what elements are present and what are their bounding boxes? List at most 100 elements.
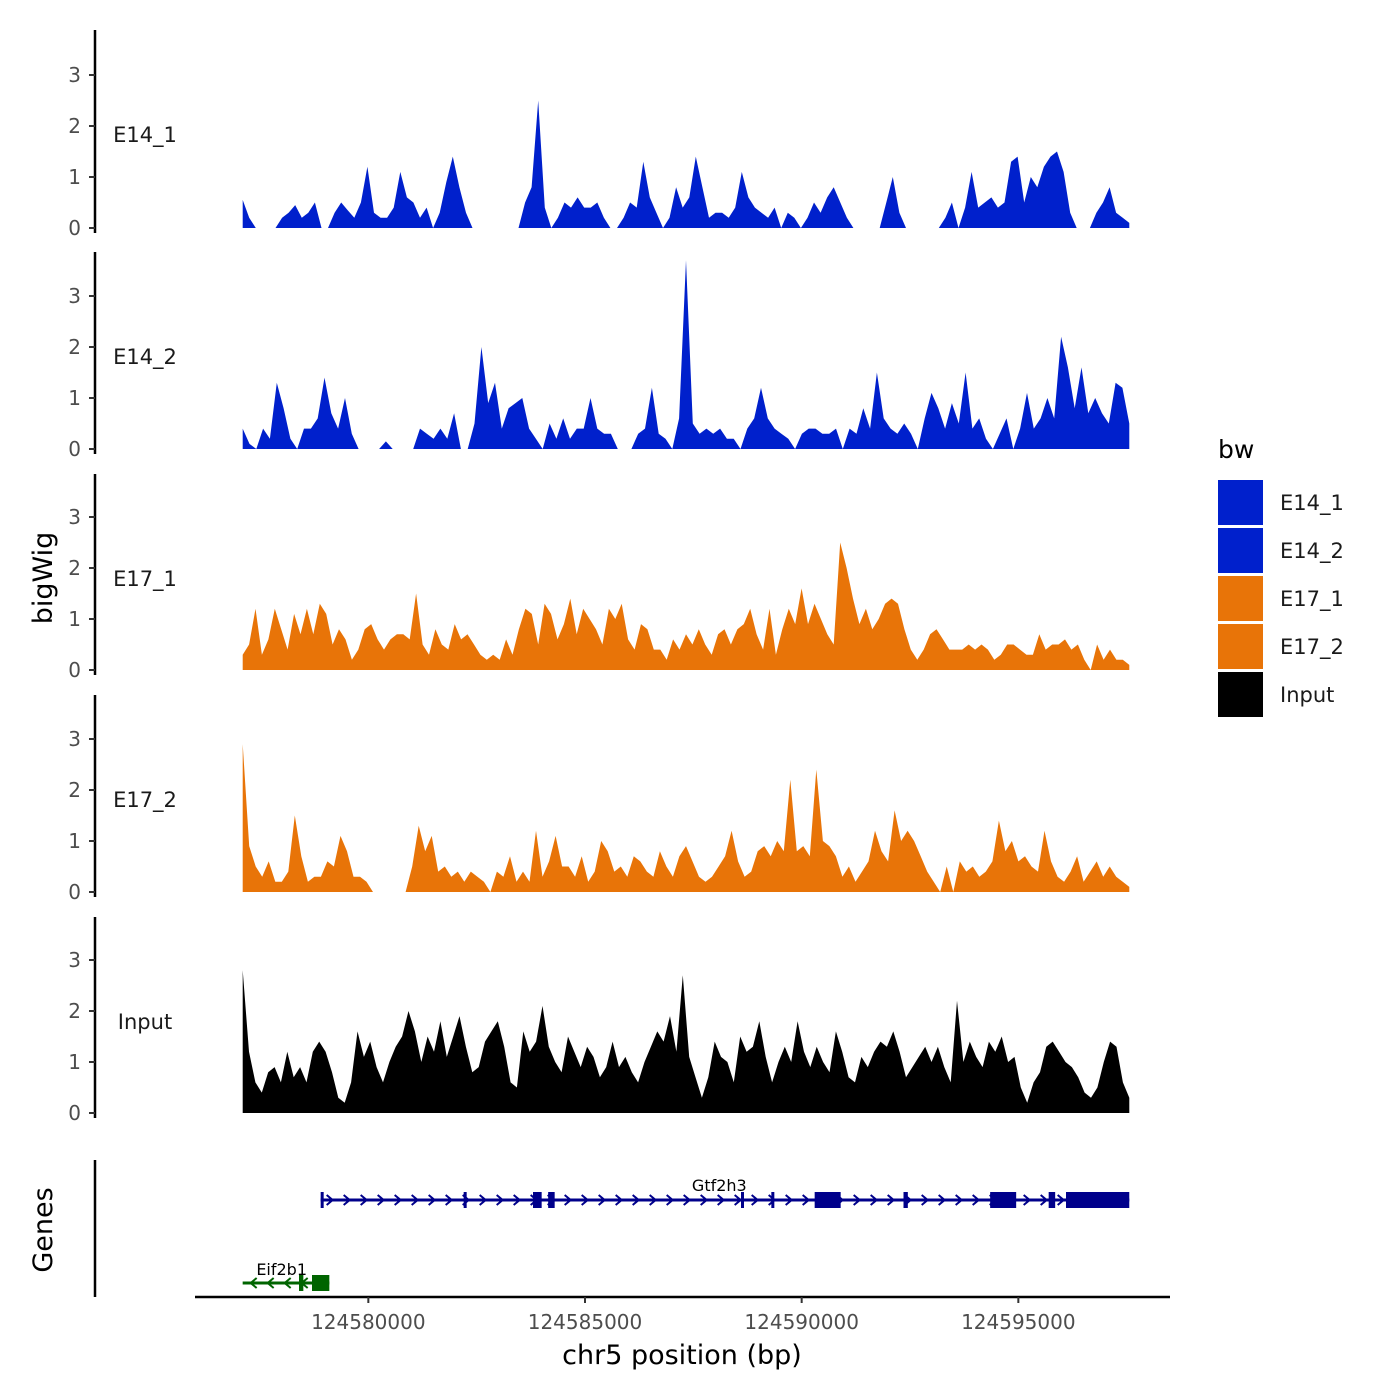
exon: [533, 1192, 542, 1208]
exon: [814, 1192, 841, 1208]
area-Input: [242, 970, 1130, 1113]
y-tick-label: 3: [68, 948, 81, 972]
y-tick-label: 1: [68, 607, 81, 631]
y-tick-label: 2: [68, 556, 81, 580]
exon: [1066, 1192, 1130, 1208]
strand-chevron: [802, 1194, 811, 1206]
strand-chevron: [955, 1194, 964, 1206]
gene-label: Gtf2h3: [692, 1176, 747, 1195]
strand-chevron: [717, 1194, 726, 1206]
y-tick-label: 1: [68, 1050, 81, 1074]
strand-chevron: [479, 1194, 488, 1206]
strand-chevron: [870, 1194, 879, 1206]
y-tick-label: 3: [68, 284, 81, 308]
exon: [548, 1192, 555, 1208]
strand-chevron: [683, 1194, 692, 1206]
strand-chevron: [360, 1194, 369, 1206]
strand-chevron: [785, 1194, 794, 1206]
strand-chevron: [266, 1277, 275, 1289]
strand-chevron: [1057, 1194, 1066, 1206]
area-E14_2: [242, 260, 1130, 449]
y-tick-label: 2: [68, 999, 81, 1023]
exon: [320, 1192, 324, 1208]
exon: [741, 1192, 744, 1208]
y-tick-label: 1: [68, 165, 81, 189]
area-E17_1: [242, 542, 1130, 670]
y-tick-label: 0: [68, 658, 81, 682]
x-tick-label: 124580000: [311, 1310, 426, 1334]
strand-chevron: [938, 1194, 947, 1206]
strand-chevron: [598, 1194, 607, 1206]
track-E17_2: 0 1 2 3 E17_2: [68, 695, 1130, 904]
strand-chevron: [700, 1194, 709, 1206]
strand-chevron: [768, 1194, 777, 1206]
y-tick-label: 0: [68, 437, 81, 461]
bigwig-tracks: 0 1 2 3 E14_1 0 1 2 3 E14_2 0 1 2 3 E17_1 0 1 2 3 E17_2 0 1 2 3…: [68, 30, 1130, 1125]
x-tick-label: 124585000: [528, 1310, 643, 1334]
strand-chevron: [249, 1277, 258, 1289]
strand-chevron: [751, 1194, 760, 1206]
strand-chevron: [615, 1194, 624, 1206]
track-E14_1: 0 1 2 3 E14_1: [68, 30, 1130, 240]
strand-chevron: [921, 1194, 930, 1206]
legend-key: [1218, 624, 1263, 669]
y-tick-label: 2: [68, 335, 81, 359]
exon: [990, 1192, 1017, 1208]
strand-chevron: [666, 1194, 675, 1206]
exon: [1048, 1192, 1056, 1208]
legend-label: Input: [1280, 683, 1334, 707]
legend-key: [1218, 528, 1263, 573]
area-E14_1: [242, 100, 1130, 228]
strand-chevron: [887, 1194, 896, 1206]
strand-chevron: [564, 1194, 573, 1206]
gene-label: Eif2b1: [256, 1260, 307, 1279]
y-tick-label: 0: [68, 216, 81, 240]
strand-chevron: [496, 1194, 505, 1206]
strand-chevron: [853, 1194, 862, 1206]
strand-chevron: [1040, 1194, 1049, 1206]
x-axis-title: chr5 position (bp): [562, 1340, 802, 1371]
track-label: E17_1: [113, 567, 177, 592]
track-label: Input: [118, 1010, 172, 1034]
exon: [312, 1275, 330, 1291]
strand-chevron: [1023, 1194, 1032, 1206]
exon: [299, 1275, 304, 1291]
exon: [903, 1192, 908, 1208]
x-tick-label: 124590000: [744, 1310, 859, 1334]
exon: [771, 1192, 775, 1208]
track-E17_1: 0 1 2 3 E17_1: [68, 474, 1130, 682]
track-E14_2: 0 1 2 3 E14_2: [68, 252, 1130, 461]
strand-chevron: [394, 1194, 403, 1206]
y-tick-label: 3: [68, 63, 81, 87]
strand-chevron: [649, 1194, 658, 1206]
strand-chevron: [283, 1277, 292, 1289]
y-tick-label: 3: [68, 727, 81, 751]
y-tick-label: 2: [68, 778, 81, 802]
exon: [463, 1192, 467, 1208]
y-tick-label: 3: [68, 505, 81, 529]
legend-title: bw: [1218, 435, 1254, 464]
legend: bw E14_1 E14_2 E17_1 E17_2 Input: [1218, 435, 1344, 717]
strand-chevron: [513, 1194, 522, 1206]
y-axis-title: bigWig: [28, 532, 59, 625]
x-axis: 124580000 124585000 124590000 124595000: [195, 1295, 1170, 1334]
gene-Eif2b1: Eif2b1: [242, 1260, 330, 1291]
legend-key: [1218, 576, 1263, 621]
strand-chevron: [343, 1194, 352, 1206]
legend-label: E17_2: [1280, 635, 1344, 660]
legend-key: [1218, 480, 1263, 525]
track-Input: 0 1 2 3 Input: [68, 917, 1130, 1125]
track-label: E14_1: [113, 123, 177, 148]
legend-key: [1218, 672, 1263, 717]
legend-label: E14_1: [1280, 491, 1344, 516]
area-E17_2: [242, 744, 1130, 892]
strand-chevron: [326, 1194, 335, 1206]
genes-track-title: Genes: [28, 1187, 59, 1272]
legend-label: E17_1: [1280, 587, 1344, 612]
x-tick-label: 124595000: [961, 1310, 1076, 1334]
genes-track: Gtf2h3 Eif2b1: [93, 1160, 1130, 1297]
y-tick-label: 2: [68, 114, 81, 138]
strand-chevron: [377, 1194, 386, 1206]
strand-chevron: [632, 1194, 641, 1206]
